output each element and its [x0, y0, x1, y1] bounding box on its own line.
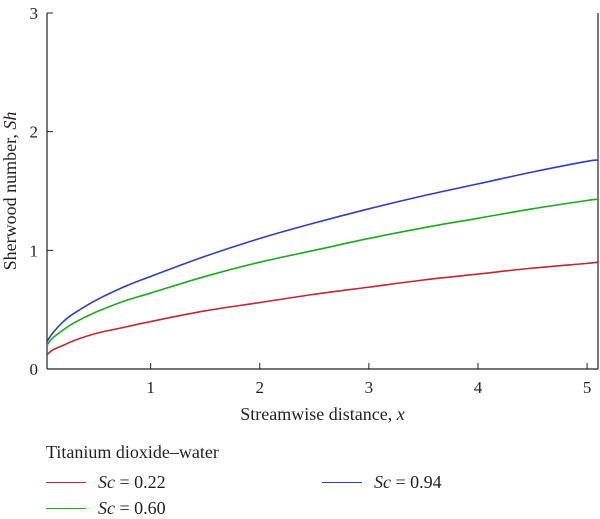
series-lines: [46, 159, 599, 356]
legend-symbol: Sc: [98, 498, 115, 518]
legend-value: 0.94: [410, 472, 442, 492]
x-axis-title-text: Streamwise distance,: [240, 404, 396, 424]
legend-symbol: Sc: [98, 472, 115, 492]
y-axis-ticks: 0 1 2 3: [30, 4, 53, 379]
series-line-2: [46, 159, 599, 343]
legend-value: 0.60: [134, 498, 166, 518]
y-tick-label: 2: [30, 123, 39, 142]
x-tick-label: 5: [583, 378, 592, 397]
legend-item-sc-094: Sc = 0.94: [322, 472, 442, 493]
x-tick-label: 1: [146, 378, 155, 397]
y-tick-label: 1: [30, 241, 39, 260]
legend-label: Sc = 0.60: [98, 498, 166, 518]
legend-label: Sc = 0.22: [98, 472, 166, 492]
series-line-1: [46, 198, 599, 346]
legend-swatch-green: [46, 508, 86, 509]
x-axis-title-var: x: [396, 404, 405, 424]
legend-swatch-blue: [322, 482, 362, 483]
legend-item-sc-022: Sc = 0.22: [46, 472, 166, 493]
x-tick-label: 2: [256, 378, 265, 397]
y-axis-title-var: Sh: [0, 112, 20, 130]
x-tick-label: 4: [474, 378, 483, 397]
y-axis-title: Sherwood number, Sh: [0, 112, 20, 271]
sherwood-chart: 0 1 2 3 1 2 3 4 5 Sherwood number, Sh Streamwis…: [0, 4, 599, 424]
x-tick-label: 3: [365, 378, 374, 397]
x-axis-ticks: 1 2 3 4 5: [146, 363, 591, 397]
x-axis-title: Streamwise distance, x: [240, 404, 404, 424]
y-axis-title-text: Sherwood number,: [0, 130, 20, 271]
legend-symbol: Sc: [374, 472, 391, 492]
legend-title: Titanium dioxide–water: [46, 442, 219, 462]
series-line-0: [46, 261, 599, 356]
plot-frame: [46, 13, 599, 370]
legend-item-sc-060: Sc = 0.60: [46, 498, 166, 519]
y-tick-label: 0: [30, 360, 39, 379]
legend-swatch-red: [46, 482, 86, 483]
legend-value: 0.22: [134, 472, 166, 492]
legend-label: Sc = 0.94: [374, 472, 442, 492]
y-tick-label: 3: [30, 4, 39, 23]
legend: Titanium dioxide–water Sc = 0.22 Sc = 0.…: [0, 438, 600, 519]
